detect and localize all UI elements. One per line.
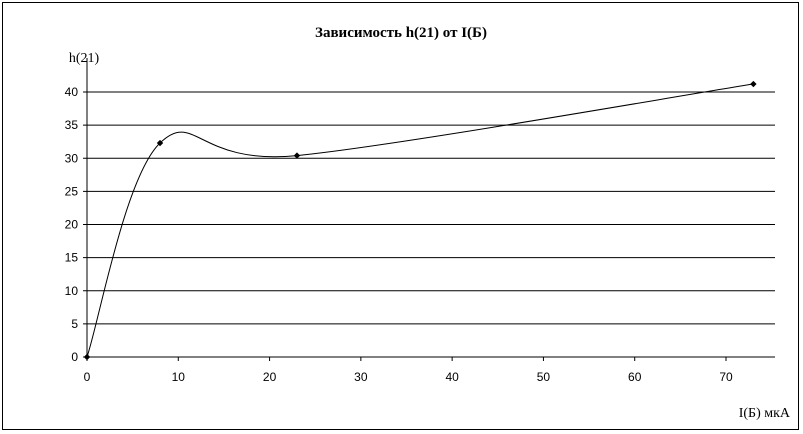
x-tick-label-30: 30	[354, 370, 368, 384]
x-tick-labels: 0 10 20 30 40 50 60 70	[84, 370, 733, 384]
data-point-2	[293, 152, 301, 159]
x-tick-label-0: 0	[84, 370, 91, 384]
y-axis-label: h(21)	[69, 51, 100, 66]
axes	[83, 58, 775, 361]
chart-frame	[2, 2, 799, 430]
y-tick-label-5: 5	[71, 317, 78, 331]
x-axis-label: I(Б) мкА	[739, 406, 791, 421]
grid-lines	[87, 91, 775, 325]
y-tick-labels: 0 5 10 15 20 25 30 35 40	[65, 85, 79, 364]
x-tick-label-60: 60	[628, 370, 642, 384]
data-point-1	[156, 139, 164, 147]
y-tick-label-0: 0	[71, 350, 78, 364]
y-tick-label-10: 10	[65, 284, 79, 298]
y-tick-label-20: 20	[65, 218, 79, 232]
y-tick-label-35: 35	[65, 118, 79, 132]
series-line-0	[86, 83, 754, 358]
x-tick-label-20: 20	[263, 370, 277, 384]
data-point-0	[83, 353, 91, 361]
x-tick-label-50: 50	[537, 370, 551, 384]
chart-title: Зависимость h(21) от I(Б)	[315, 25, 487, 41]
x-tick-label-10: 10	[172, 370, 186, 384]
x-tick-label-70: 70	[719, 370, 733, 384]
y-tick-label-15: 15	[65, 251, 79, 265]
data-point-3	[750, 80, 757, 88]
x-tick-label-40: 40	[445, 370, 459, 384]
y-tick-label-40: 40	[65, 85, 79, 99]
y-tick-label-25: 25	[65, 184, 79, 198]
y-tick-label-30: 30	[65, 151, 79, 165]
series	[83, 80, 757, 361]
